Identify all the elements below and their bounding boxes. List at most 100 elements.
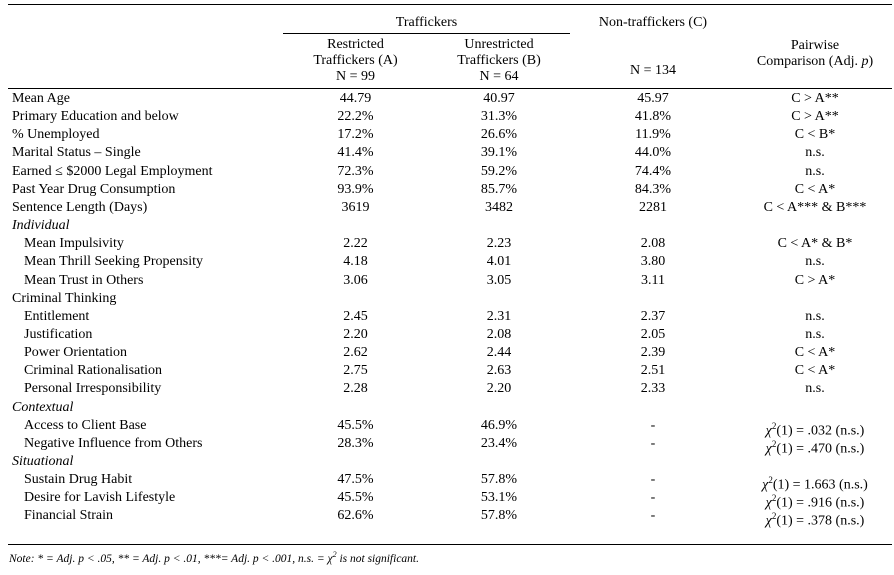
row-label: Desire for Lavish Lifestyle: [24, 490, 176, 506]
header-col-b-line1: Unrestricted: [464, 37, 534, 52]
cell-a: 62.6%: [337, 508, 374, 524]
cell-b: 2.20: [486, 381, 512, 397]
cell-b: 39.1%: [480, 145, 518, 161]
header-col-p-line1: Pairwise: [790, 38, 840, 53]
cell-b: 40.97: [483, 91, 515, 106]
cell-a: 3.06: [343, 272, 368, 288]
header-col-b-line2: Traffickers (B): [457, 53, 541, 68]
cell-b: 57.8%: [480, 472, 518, 488]
cell-a: 44.79: [339, 91, 372, 106]
cell-b: 26.6%: [480, 127, 518, 143]
row-label: Past Year Drug Consumption: [12, 181, 176, 197]
cell-c: 2.08: [640, 236, 666, 252]
cell-a: 2.28: [343, 381, 368, 397]
cell-a: 2.22: [343, 236, 368, 252]
cell-p: χ2(1) = .032 (n.s.): [765, 420, 865, 439]
cell-p: C < A*** & B***: [763, 199, 867, 215]
cell-b: 23.4%: [480, 435, 518, 451]
row-label: Power Orientation: [24, 345, 128, 361]
cell-p: χ2(1) = .378 (n.s.): [765, 511, 865, 530]
cell-b: 2.44: [486, 345, 512, 361]
header-col-a-line3: N = 99: [335, 69, 375, 84]
cell-c: 45.97: [637, 91, 669, 106]
cell-c: 2.51: [640, 363, 666, 379]
cell-p: C > A*: [794, 272, 836, 288]
row-label: Justification: [24, 326, 93, 342]
cell-p: χ2(1) = .470 (n.s.): [765, 438, 865, 457]
cell-a: 2.20: [343, 326, 368, 342]
cell-p: C > A**: [791, 109, 839, 125]
cell-p: χ2(1) = 1.663 (n.s.): [762, 475, 868, 493]
cell-c: 84.3%: [634, 181, 672, 197]
cell-p: χ2(1) = .916 (n.s.): [765, 493, 865, 511]
cell-c: -: [650, 472, 656, 488]
cell-a: 2.75: [343, 363, 368, 379]
cell-p: n.s.: [805, 254, 825, 270]
cell-p: C < A*: [794, 363, 836, 379]
cell-p: n.s.: [805, 163, 825, 179]
cell-c: 3.11: [641, 272, 665, 288]
cell-c: 2.05: [640, 326, 666, 342]
row-label: Earned ≤ $2000 Legal Employment: [12, 163, 213, 179]
cell-b: 31.3%: [480, 109, 518, 125]
cell-c: 2.39: [640, 345, 666, 361]
cell-b: 53.1%: [480, 490, 518, 506]
cell-p: C < A* & B*: [777, 236, 853, 252]
cell-c: 41.8%: [634, 109, 672, 125]
header-traffickers: Traffickers: [395, 15, 458, 30]
cell-b: 2.63: [486, 363, 512, 379]
section-label: Individual: [12, 218, 70, 234]
row-label: Mean Age: [12, 91, 70, 106]
cell-b: 3482: [485, 199, 513, 215]
header-col-c-n: N = 134: [629, 63, 676, 78]
cell-a: 45.5%: [337, 417, 374, 433]
cell-a: 28.3%: [337, 435, 374, 451]
header-col-a-line1: Restricted: [327, 37, 384, 52]
cell-b: 59.2%: [480, 163, 518, 179]
row-label: % Unemployed: [12, 127, 100, 143]
header-col-a-line2: Traffickers (A): [313, 53, 398, 68]
cell-p: C > A**: [791, 91, 839, 106]
cell-p: n.s.: [805, 381, 825, 397]
row-label: Entitlement: [24, 308, 90, 324]
cell-c: -: [650, 508, 656, 524]
cell-p: C < B*: [794, 127, 836, 143]
cell-a: 3619: [341, 199, 370, 215]
cell-p: n.s.: [805, 145, 825, 161]
cell-c: 3.80: [640, 254, 666, 270]
table-note: Note: * = Adj. p < .05, ** = Adj. p < .0…: [9, 550, 419, 565]
cell-a: 41.4%: [337, 145, 374, 161]
cell-a: 47.5%: [337, 472, 374, 488]
row-label: Mean Thrill Seeking Propensity: [24, 254, 203, 270]
cell-p: C < A*: [794, 345, 836, 361]
cell-a: 2.45: [343, 308, 368, 324]
cell-a: 72.3%: [337, 163, 374, 179]
cell-b: 4.01: [486, 254, 512, 270]
cell-c: 2.33: [640, 381, 666, 397]
cell-c: 74.4%: [634, 163, 672, 179]
cell-a: 4.18: [343, 254, 368, 270]
row-label: Access to Client Base: [24, 417, 147, 433]
cell-p: n.s.: [805, 326, 825, 342]
row-label: Financial Strain: [24, 508, 114, 524]
cell-p: n.s.: [805, 308, 825, 324]
cell-a: 93.9%: [337, 181, 374, 197]
cell-c: -: [650, 435, 656, 451]
cell-c: 2281: [639, 199, 667, 215]
cell-b: 57.8%: [480, 508, 518, 524]
cell-a: 2.62: [343, 345, 368, 361]
section-label: Situational: [12, 454, 74, 469]
cell-c: 2.37: [640, 308, 666, 324]
row-label: Mean Impulsivity: [24, 236, 124, 252]
section-label: Contextual: [12, 399, 74, 415]
section-label: Criminal Thinking: [12, 290, 117, 306]
bottom-rule: [8, 544, 892, 545]
row-label: Personal Irresponsibility: [24, 381, 162, 397]
row-label: Criminal Rationalisation: [24, 363, 163, 379]
header-non-traffickers: Non-traffickers (C): [598, 15, 708, 30]
row-label: Mean Trust in Others: [24, 272, 144, 288]
cell-c: -: [650, 417, 656, 433]
cell-a: 45.5%: [337, 490, 374, 506]
cell-b: 3.05: [486, 272, 512, 288]
